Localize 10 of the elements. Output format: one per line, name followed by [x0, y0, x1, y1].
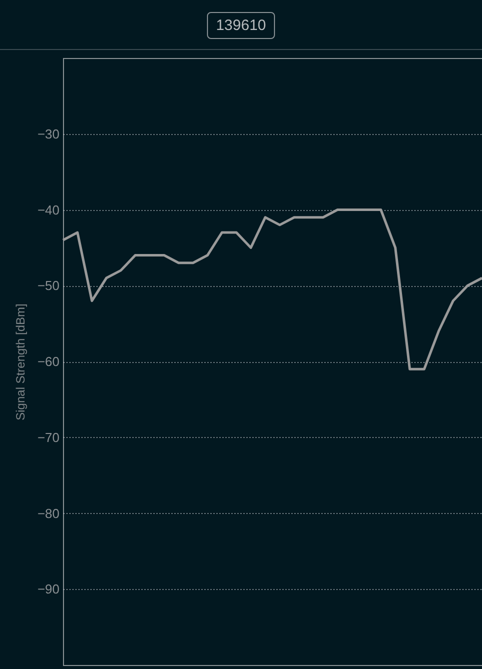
y-tick-label: −70	[37, 430, 60, 445]
line-series	[62, 208, 482, 370]
y-tick-label: −30	[37, 126, 60, 142]
y-tick-label: −90	[37, 582, 60, 597]
y-axis-title: Signal Strength [dBm]	[13, 304, 28, 420]
chart-title: 139610	[206, 12, 276, 39]
y-tick-label: −60	[37, 354, 60, 369]
y-tick-label: −40	[37, 202, 60, 218]
y-tick-label: −50	[37, 278, 60, 294]
y-tick-label: −80	[37, 506, 60, 521]
